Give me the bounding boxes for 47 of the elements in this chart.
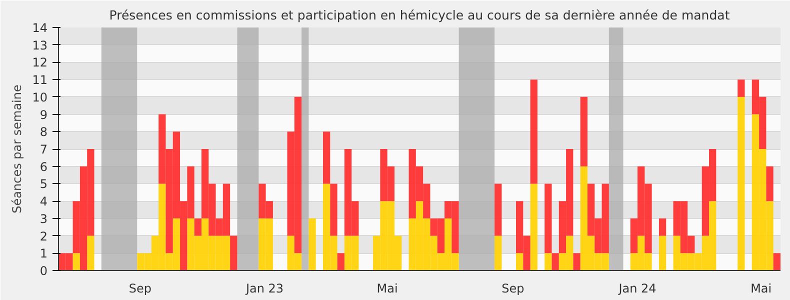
y-tick-label: 3 bbox=[40, 212, 48, 226]
x-tick-label: Sep bbox=[502, 282, 524, 296]
y-tick-label: 11 bbox=[32, 73, 48, 88]
x-tick-label: Mai bbox=[376, 282, 398, 296]
bar bbox=[544, 253, 552, 270]
bar bbox=[738, 96, 745, 270]
y-tick-label: 5 bbox=[40, 177, 48, 192]
bar bbox=[494, 184, 502, 236]
x-tick-label: Sep bbox=[128, 282, 152, 296]
bar bbox=[738, 80, 745, 97]
y-tick-label: 7 bbox=[40, 142, 48, 156]
chart-title: Présences en commissions et participation en hémicycle au cours de sa dernière année de mandat bbox=[109, 8, 730, 22]
bar bbox=[494, 236, 502, 270]
bar bbox=[573, 253, 580, 270]
y-tick-label: 8 bbox=[40, 125, 48, 140]
bar bbox=[530, 80, 538, 184]
y-tick-label: 10 bbox=[32, 90, 48, 104]
y-tick-label: 12 bbox=[32, 56, 48, 70]
bar bbox=[322, 132, 330, 184]
bar bbox=[580, 96, 588, 166]
bar bbox=[544, 184, 552, 254]
y-tick-label: 4 bbox=[40, 194, 48, 209]
x-tick-label: Jan 23 bbox=[244, 282, 284, 296]
bar bbox=[658, 218, 666, 236]
bar bbox=[194, 218, 202, 236]
bar bbox=[516, 253, 524, 270]
y-axis-title: Séances par semaine bbox=[10, 84, 24, 214]
y-tick-label: 2 bbox=[40, 229, 48, 244]
x-tick-label: Mai bbox=[750, 282, 772, 296]
y-tick-label: 1 bbox=[40, 246, 48, 261]
x-tick-label: Jan 24 bbox=[618, 282, 656, 296]
y-tick-label: 6 bbox=[40, 160, 48, 174]
bar bbox=[230, 236, 238, 270]
bar bbox=[530, 184, 538, 270]
y-tick-label: 0 bbox=[40, 264, 48, 278]
bar bbox=[658, 236, 666, 270]
y-tick-label: 13 bbox=[32, 38, 48, 52]
bar bbox=[308, 218, 316, 270]
bar bbox=[773, 253, 780, 270]
bar bbox=[552, 253, 559, 270]
y-tick-label: 14 bbox=[32, 21, 48, 35]
bar bbox=[72, 253, 80, 270]
bar bbox=[330, 184, 338, 236]
bar bbox=[87, 236, 94, 270]
bar bbox=[766, 166, 774, 202]
bar bbox=[337, 253, 344, 270]
y-tick-label: 9 bbox=[40, 108, 48, 122]
